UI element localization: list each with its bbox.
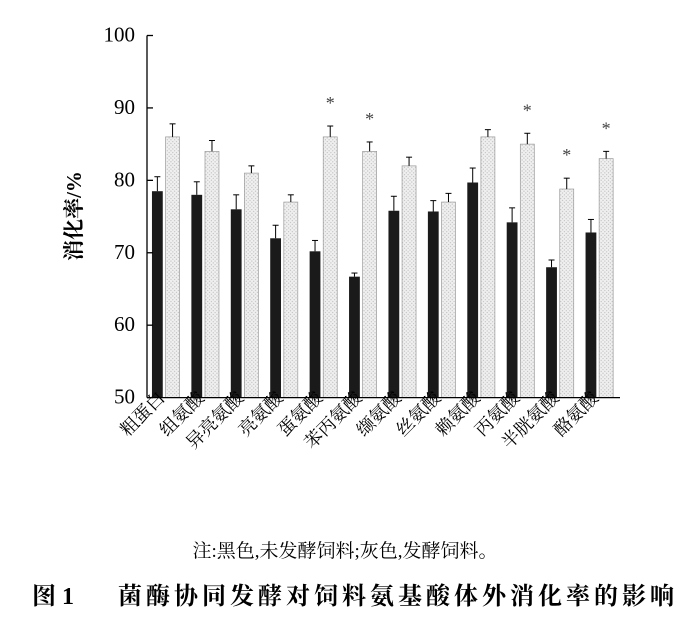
svg-text:消化率/%: 消化率/%	[62, 171, 86, 261]
svg-text:酪氨酸: 酪氨酸	[550, 387, 603, 440]
svg-text:注​:黑色,未发酵饲料;灰色,发酵饲料。: 注​:黑色,未发酵饲料;灰色,发酵饲料。	[192, 540, 497, 562]
svg-text:*: *	[562, 145, 571, 165]
svg-text:80: 80	[114, 167, 135, 191]
svg-text:*: *	[365, 109, 374, 129]
svg-text:50: 50	[114, 385, 135, 409]
svg-text:90: 90	[114, 95, 135, 119]
svg-text:100: 100	[104, 23, 136, 47]
svg-text:*: *	[326, 93, 335, 113]
svg-text:*: *	[602, 118, 611, 138]
svg-text:*: *	[523, 100, 532, 120]
svg-text:60: 60	[114, 312, 135, 336]
svg-text:70: 70	[114, 240, 135, 264]
